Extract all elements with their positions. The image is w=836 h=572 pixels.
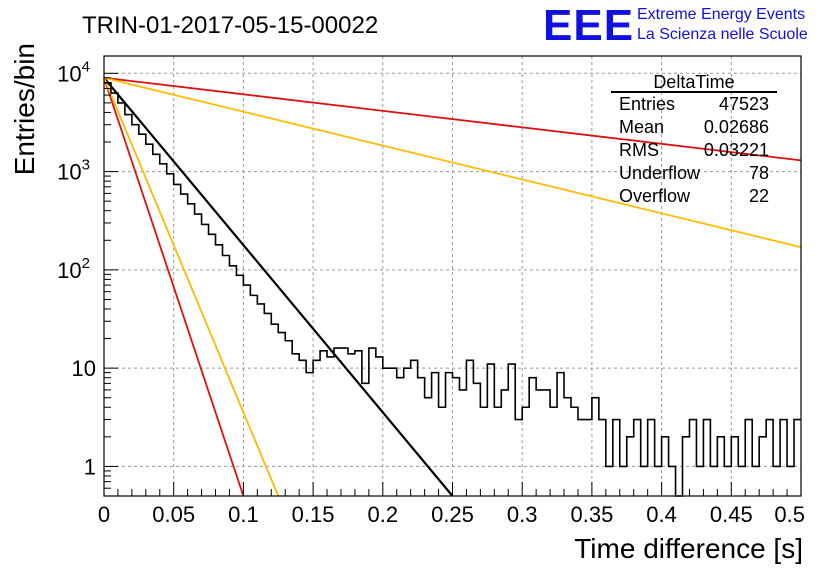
- fit-line: [103, 77, 245, 497]
- fit-line: [103, 76, 802, 162]
- x-axis: 0 0.05 0.1 0.15 0.2 0.25 0.3 0.35 0.4 0.45 0.5: [98, 482, 805, 527]
- stats-box: DeltaTime Entries 47523 Mean 0.02686 RMS 0.03…: [611, 72, 777, 206]
- fit-line: [103, 77, 454, 497]
- fit-curves: [103, 76, 802, 497]
- histogram-deltatime: [104, 82, 801, 497]
- x-axis-title: Time difference [s]: [574, 533, 803, 564]
- stats-label: Underflow: [619, 163, 701, 183]
- stats-value: 78: [749, 163, 769, 183]
- y-axis: 1 10 102 103 104: [57, 58, 118, 497]
- y-tick-label: 102: [57, 255, 90, 283]
- stats-rows: Entries 47523 Mean 0.02686 RMS 0.03221Underfl…: [619, 94, 769, 206]
- x-tick-label: 0.15: [292, 502, 335, 527]
- y-tick-label: 104: [57, 58, 90, 86]
- y-tick-label: 10: [72, 356, 96, 381]
- stats-value: 0.03221: [704, 140, 769, 160]
- x-tick-label: 0.35: [570, 502, 613, 527]
- y-tick-label: 1: [84, 454, 96, 479]
- x-tick-label: 0.3: [507, 502, 538, 527]
- logo-line-2: La Scienza nelle Scuole: [637, 26, 808, 43]
- stats-value: 22: [749, 186, 769, 206]
- chart-title: TRIN-01-2017-05-15-00022: [82, 12, 378, 39]
- fit-line: [103, 76, 802, 249]
- x-tick-label: 0.2: [368, 502, 399, 527]
- x-tick-label: 0.05: [152, 502, 195, 527]
- stats-value: 47523: [719, 94, 769, 114]
- logo-line-1: Extreme Energy Events: [637, 6, 805, 23]
- x-tick-label: 0.25: [431, 502, 474, 527]
- y-tick-label: 103: [57, 157, 90, 185]
- stats-value: 0.02686: [704, 117, 769, 137]
- x-tick-label: 0.5: [774, 502, 805, 527]
- fit-line: [103, 77, 280, 497]
- grid: [104, 56, 801, 496]
- logo-mark: EEE: [543, 1, 634, 50]
- stats-label: Entries: [619, 94, 675, 114]
- eee-logo: EEE Extreme Energy Events La Scienza nel…: [543, 1, 808, 50]
- stats-title: DeltaTime: [653, 72, 734, 92]
- x-tick-label: 0.1: [228, 502, 259, 527]
- stats-label: Mean: [619, 117, 664, 137]
- y-axis-title: Entries/bin: [9, 43, 40, 175]
- stats-label: RMS: [619, 140, 659, 160]
- x-tick-label: 0.45: [710, 502, 753, 527]
- x-tick-label: 0.4: [646, 502, 677, 527]
- x-tick-label: 0: [98, 502, 110, 527]
- stats-label: Overflow: [619, 186, 691, 206]
